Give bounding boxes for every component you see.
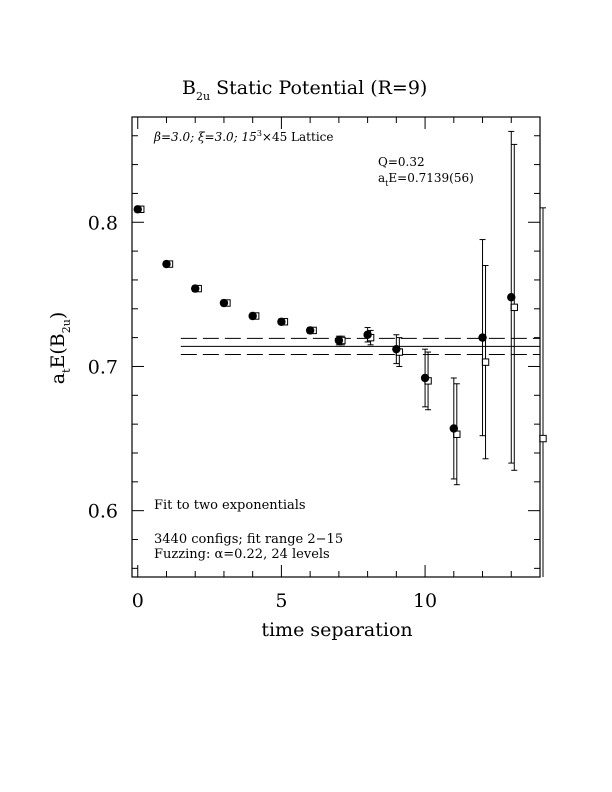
lattice-superscript: 3 <box>257 129 262 138</box>
circle-point <box>363 330 372 339</box>
ylabel-mid-sub: 2u <box>60 319 73 333</box>
circle-point <box>392 344 401 354</box>
square-point <box>510 303 518 312</box>
circle-point <box>478 333 487 342</box>
energy-rest: E=0.7139(56) <box>388 171 473 185</box>
axis-ticks <box>132 117 541 577</box>
energy-sub: t <box>385 179 389 188</box>
fuzzing-annotation: Fuzzing: α=0.22, 24 levels <box>154 547 330 562</box>
y-tick-labels: 0.6 0.7 0.8 <box>88 212 118 522</box>
circle-point <box>305 326 315 335</box>
x-tick-label: 0 <box>132 590 144 612</box>
circle-point <box>219 298 229 308</box>
lattice-rest: ×45 Lattice <box>262 130 334 144</box>
lattice-annotation: β=3.0; ξ=3.0; 153×45 Lattice <box>153 129 333 144</box>
y-tick-label: 0.8 <box>88 212 118 234</box>
chart-title: B2u Static Potential (R=9) <box>182 77 427 103</box>
ylabel-pre: a <box>47 373 69 384</box>
series-filled-circles <box>133 117 541 577</box>
circle-point <box>507 293 516 302</box>
energy-pre: a <box>378 171 385 185</box>
square-point <box>539 434 547 443</box>
y-tick-label: 0.7 <box>88 356 118 378</box>
x-tick-label: 5 <box>275 590 287 612</box>
circle-point <box>420 373 430 383</box>
energy-annotation: atE=0.7139(56) <box>378 171 474 188</box>
x-tick-labels: 0 5 10 <box>132 590 437 612</box>
ylabel-pre-sub: t <box>60 368 73 373</box>
y-tick-label: 0.6 <box>88 501 118 523</box>
q-annotation: Q=0.32 <box>378 155 425 169</box>
y-axis-label: atE(B2u) <box>47 312 73 385</box>
square-point <box>481 358 490 366</box>
ylabel-post: ) <box>47 312 69 319</box>
circle-point <box>334 336 344 345</box>
circle-point <box>133 205 142 214</box>
xi-text: ξ=3.0; 15 <box>198 130 257 144</box>
beta-text: β=3.0; <box>153 130 198 144</box>
ylabel-mid: E(B <box>47 333 69 368</box>
configs-annotation: 3440 configs; fit range 2−15 <box>154 532 343 547</box>
fit-band <box>180 337 540 355</box>
title-main: B <box>182 77 196 99</box>
circle-point <box>248 311 257 321</box>
title-rest: Static Potential (R=9) <box>210 77 427 99</box>
circle-point <box>191 284 200 293</box>
circle-point <box>449 424 459 433</box>
x-axis-label: time separation <box>261 619 412 641</box>
fit-annotation: Fit to two exponentials <box>154 498 306 513</box>
circle-point <box>277 317 286 326</box>
x-tick-label: 10 <box>413 590 437 612</box>
title-subscript: 2u <box>196 90 210 103</box>
circle-point <box>162 259 171 269</box>
